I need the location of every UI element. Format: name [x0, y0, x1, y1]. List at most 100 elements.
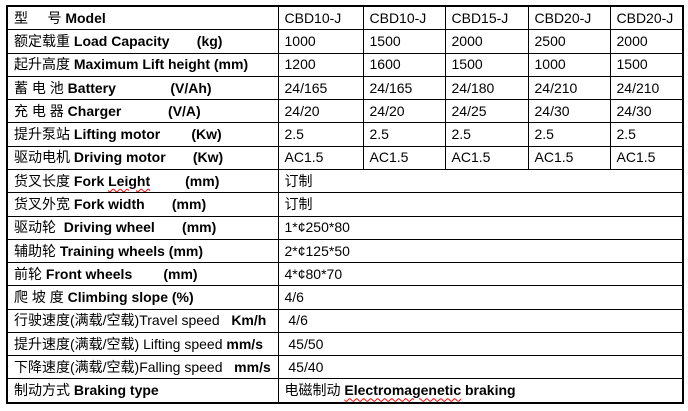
text-segment: 4/6: [284, 312, 308, 329]
cell-charger-col2: 24/20: [362, 99, 446, 124]
row-label-lifting-motor: 提升泵站 Lifting motor (Kw): [6, 122, 279, 147]
cell-load-capacity-col4: 2500: [527, 29, 611, 54]
text-segment: 前轮: [14, 265, 46, 282]
row-label-battery: 蓄 电 池 Battery (V/Ah): [6, 75, 279, 101]
text-segment: 货叉长度: [14, 172, 74, 189]
text-segment: 下降速度(满载/空载): [14, 358, 140, 375]
cell-max-lift-height-col5: 1500: [609, 52, 684, 77]
text-segment: Fork: [73, 172, 109, 189]
text-segment: 1*¢250*80: [284, 219, 350, 236]
row-label-training-wheels: 辅助轮 Training wheels (mm): [6, 238, 279, 264]
cell-max-lift-height-col4: 1000: [527, 52, 611, 77]
text-segment: 起升高度: [14, 56, 74, 73]
row-label-load-capacity: 额定载重 Load Capacity (kg): [6, 29, 279, 54]
text-segment: 行驶速度(满载/空载): [14, 312, 140, 329]
text-segment: 额定载重: [14, 33, 74, 50]
cell-charger-col5: 24/30: [609, 99, 684, 124]
table-row-charger: 充 电 器 Charger (V/A) 24/20 24/20 24/25 24/30 2…: [6, 99, 684, 124]
row-label-climbing-slope: 爬 坡 度 Climbing slope (%): [6, 285, 279, 310]
text-segment: 2*¢125*50: [284, 242, 350, 259]
text-segment: Load Capacity (kg): [73, 33, 223, 50]
cell-battery-col3: 24/180: [444, 75, 529, 101]
text-segment: 制动方式: [14, 382, 74, 399]
text-segment: 充 电 器: [14, 102, 68, 119]
cell-charger-col1: 24/20: [277, 99, 364, 124]
text-segment: mm/s: [234, 358, 271, 375]
cell-model-col5: CBD20-J: [609, 5, 684, 31]
spec-table: 型 号 Model CBD10-J CBD10-J CBD15-J CBD20-J CBD…: [6, 5, 684, 404]
text-segment: Km/h: [231, 312, 267, 329]
merged-value-falling-speed: 45/40: [277, 355, 684, 380]
table-row-travel-speed: 行驶速度(满载/空载)Travel speed Km/h 4/6: [6, 308, 684, 333]
text-segment: 4/6: [284, 289, 304, 306]
table-row-falling-speed: 下降速度(满载/空载)Falling speed mm/s 45/40: [6, 355, 684, 380]
text-segment: 货叉外宽: [14, 196, 74, 213]
cell-model-col3: CBD15-J: [444, 5, 529, 31]
table-row-fork-length: 货叉长度 Fork Leight (mm) 订制: [6, 169, 684, 194]
cell-model-col1: CBD10-J: [277, 5, 364, 31]
text-segment: (mm): [150, 172, 220, 189]
merged-value-driving-wheel: 1*¢250*80: [277, 215, 684, 240]
text-segment: 45/50: [284, 335, 324, 352]
text-segment: 提升速度(满载/空载): [14, 335, 144, 352]
text-segment: 4*¢80*70: [284, 265, 343, 282]
row-label-travel-speed: 行驶速度(满载/空载)Travel speed Km/h: [6, 308, 279, 333]
table-row-training-wheels: 辅助轮 Training wheels (mm) 2*¢125*50: [6, 238, 684, 264]
row-label-driving-motor: 驱动电机 Driving motor (Kw): [6, 145, 279, 171]
cell-driving-motor-col4: AC1.5: [527, 145, 611, 171]
merged-value-climbing-slope: 4/6: [277, 285, 684, 310]
text-segment: 订制: [284, 196, 313, 213]
text-segment: Driving motor (Kw): [73, 149, 224, 166]
text-segment: 驱动电机: [14, 149, 74, 166]
text-segment: braking: [461, 382, 516, 399]
row-label-front-wheels: 前轮 Front wheels (mm): [6, 262, 279, 287]
row-label-lifting-speed: 提升速度(满载/空载) Lifting speed mm/s: [6, 331, 279, 357]
table-row-lifting-speed: 提升速度(满载/空载) Lifting speed mm/s 45/50: [6, 331, 684, 357]
table-row-driving-motor: 驱动电机 Driving motor (Kw) AC1.5 AC1.5 AC1.5 AC…: [6, 145, 684, 171]
text-segment: mm/s: [226, 335, 263, 352]
text-segment: Driving wheel (mm): [63, 219, 217, 236]
cell-max-lift-height-col3: 1500: [444, 52, 529, 77]
text-segment: Lifting speed: [143, 335, 227, 352]
spec-table-body: 型 号 Model CBD10-J CBD10-J CBD15-J CBD20-J CBD…: [6, 5, 684, 404]
text-segment: Charger (V/A): [67, 102, 201, 119]
row-label-braking-type: 制动方式 Braking type: [6, 378, 279, 404]
table-row-battery: 蓄 电 池 Battery (V/Ah) 24/165 24/165 24/180 24…: [6, 75, 684, 101]
cell-battery-col2: 24/165: [362, 75, 446, 101]
row-label-fork-width: 货叉外宽 Fork width (mm): [6, 192, 279, 217]
text-segment: Front wheels (mm): [45, 265, 198, 282]
text-segment: Lifting motor (Kw): [73, 126, 222, 143]
cell-lifting-motor-col1: 2.5: [277, 122, 364, 147]
table-row-fork-width: 货叉外宽 Fork width (mm) 订制: [6, 192, 684, 217]
text-segment: 型 号: [14, 9, 66, 26]
row-label-fork-length: 货叉长度 Fork Leight (mm): [6, 169, 279, 194]
merged-value-lifting-speed: 45/50: [277, 331, 684, 357]
cell-driving-motor-col1: AC1.5: [277, 145, 364, 171]
cell-model-col4: CBD20-J: [527, 5, 611, 31]
cell-charger-col3: 24/25: [444, 99, 529, 124]
row-label-driving-wheel: 驱动轮 Driving wheel (mm): [6, 215, 279, 240]
merged-value-training-wheels: 2*¢125*50: [277, 238, 684, 264]
cell-load-capacity-col2: 1500: [362, 29, 446, 54]
text-segment: 电磁制动: [284, 382, 345, 399]
text-segment: 45/40: [284, 358, 324, 375]
text-segment: Falling speed: [139, 358, 235, 375]
row-label-model: 型 号 Model: [6, 5, 279, 31]
cell-lifting-motor-col2: 2.5: [362, 122, 446, 147]
table-row-climbing-slope: 爬 坡 度 Climbing slope (%) 4/6: [6, 285, 684, 310]
text-segment: Battery (V/Ah): [67, 79, 212, 96]
text-segment: Model: [65, 9, 106, 26]
row-label-charger: 充 电 器 Charger (V/A): [6, 99, 279, 124]
cell-lifting-motor-col3: 2.5: [444, 122, 529, 147]
cell-battery-col4: 24/210: [527, 75, 611, 101]
merged-value-fork-length: 订制: [277, 169, 684, 194]
text-segment: 辅助轮: [14, 242, 60, 259]
cell-load-capacity-col1: 1000: [277, 29, 364, 54]
cell-model-col2: CBD10-J: [362, 5, 446, 31]
misspelled-word: Leight: [108, 172, 151, 189]
cell-max-lift-height-col2: 1600: [362, 52, 446, 77]
table-row-max-lift-height: 起升高度 Maximum Lift height (mm) 1200 1600 150…: [6, 52, 684, 77]
table-row-driving-wheel: 驱动轮 Driving wheel (mm) 1*¢250*80: [6, 215, 684, 240]
row-label-falling-speed: 下降速度(满载/空载)Falling speed mm/s: [6, 355, 279, 380]
cell-driving-motor-col3: AC1.5: [444, 145, 529, 171]
